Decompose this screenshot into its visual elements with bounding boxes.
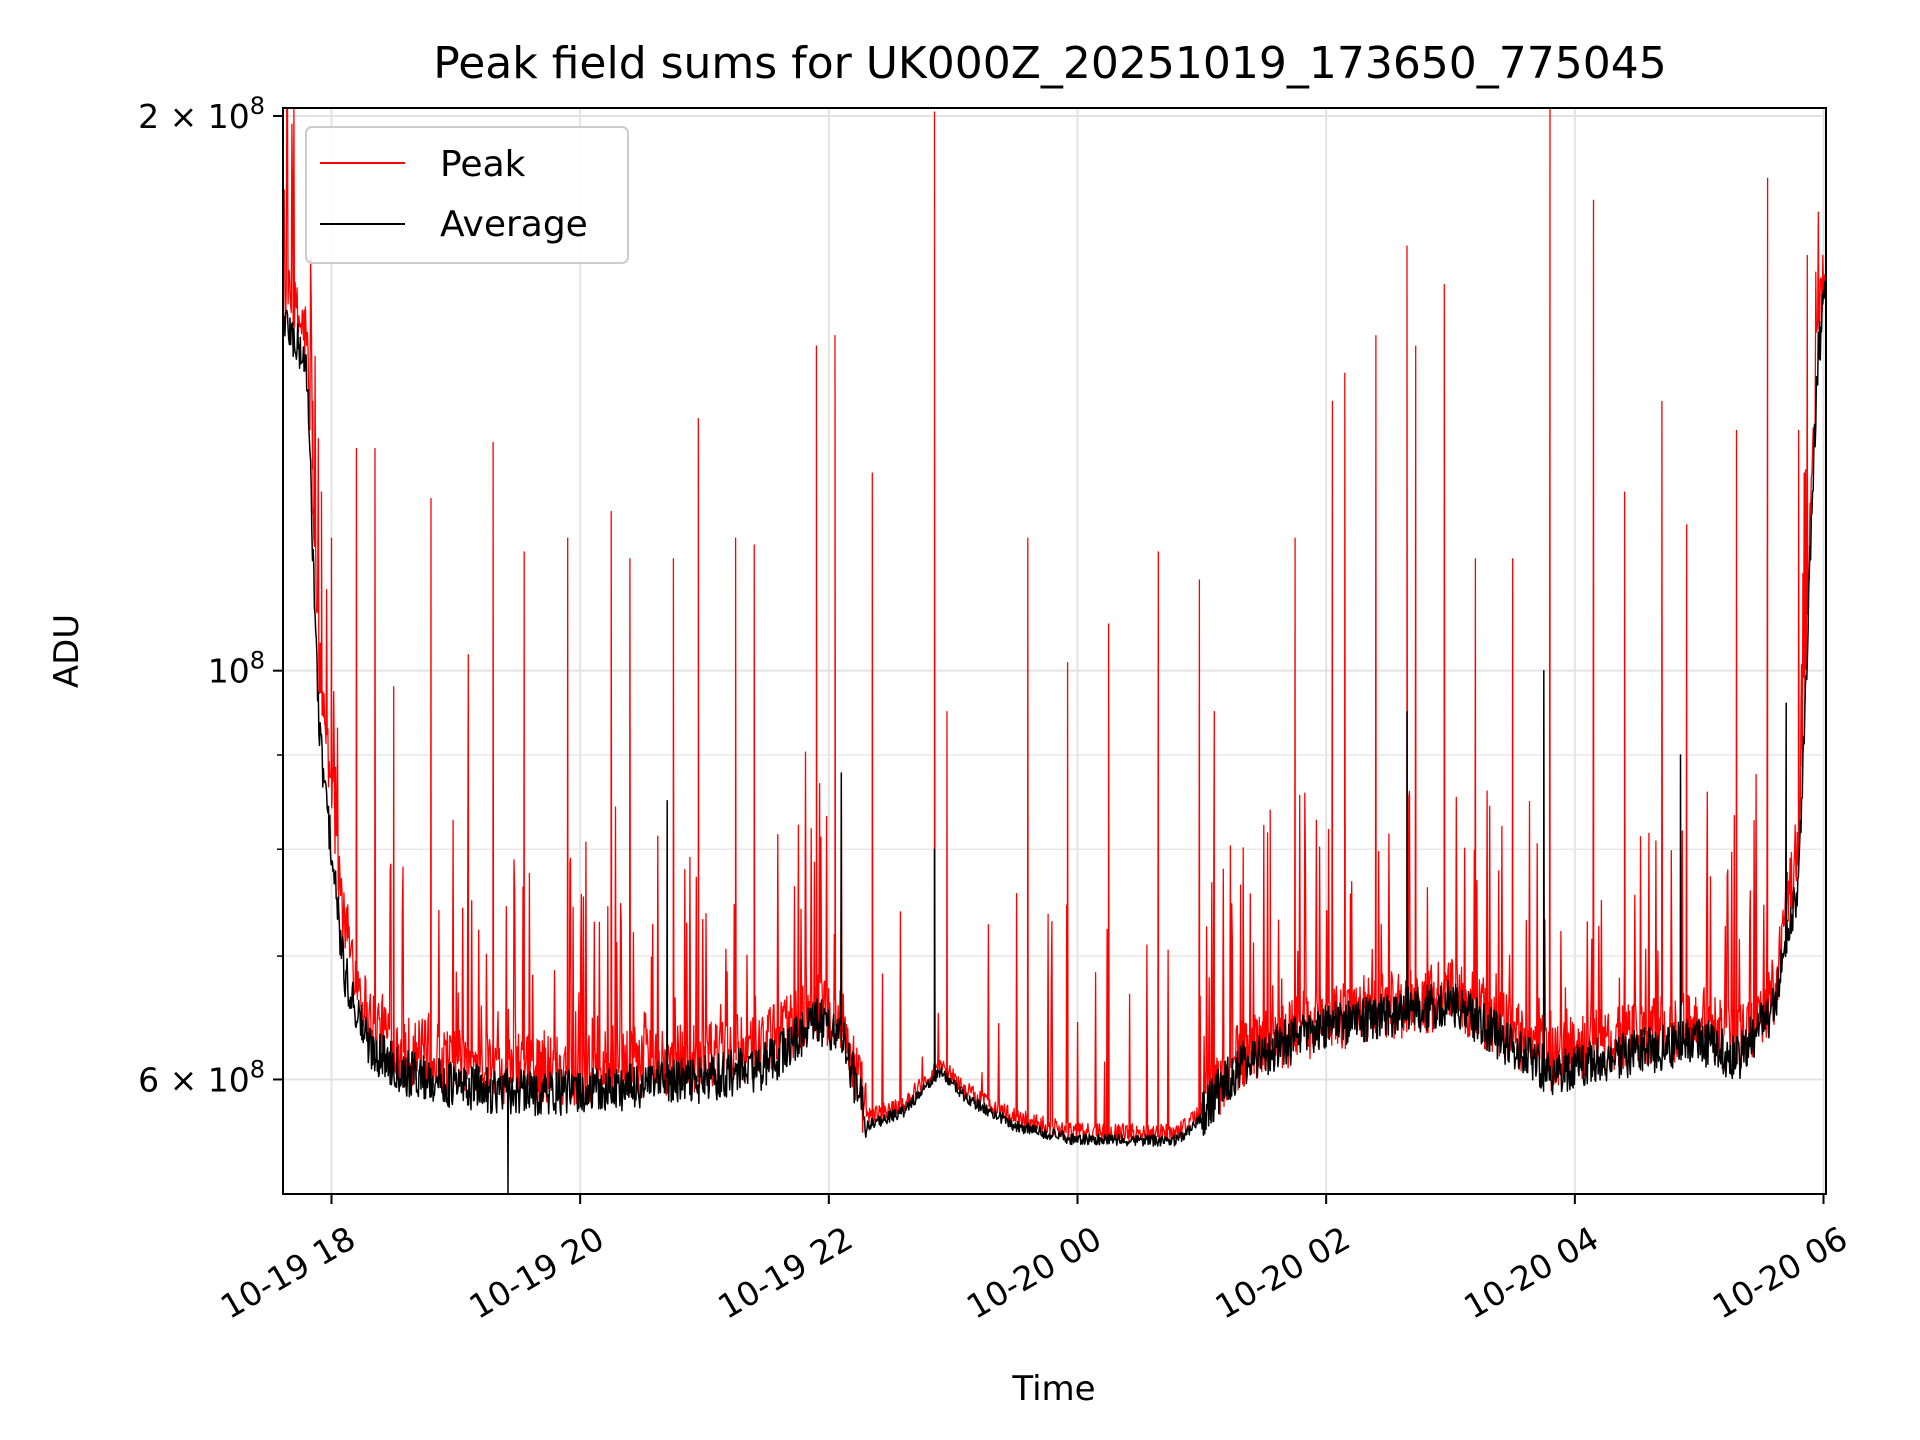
series-average-line xyxy=(283,280,1826,1195)
legend-peak-label: Peak xyxy=(440,144,526,185)
x-axis-label: Time xyxy=(1011,1369,1095,1409)
legend-average-label: Average xyxy=(440,204,588,245)
chart-title: Peak field sums for UK000Z_20251019_1736… xyxy=(433,38,1667,89)
y-axis-label: ADU xyxy=(47,614,87,688)
plot-area-frame xyxy=(282,107,1827,1195)
y-tick-label: 108 xyxy=(208,647,265,691)
legend-box xyxy=(305,126,629,264)
y-axis: 2 × 108 108 6 × 108 xyxy=(138,92,283,1099)
legend: Peak Average xyxy=(305,126,629,264)
y-tick-label: 6 × 108 xyxy=(138,1055,265,1099)
series-group xyxy=(283,107,1826,1195)
y-tick-label: 2 × 108 xyxy=(138,92,265,136)
